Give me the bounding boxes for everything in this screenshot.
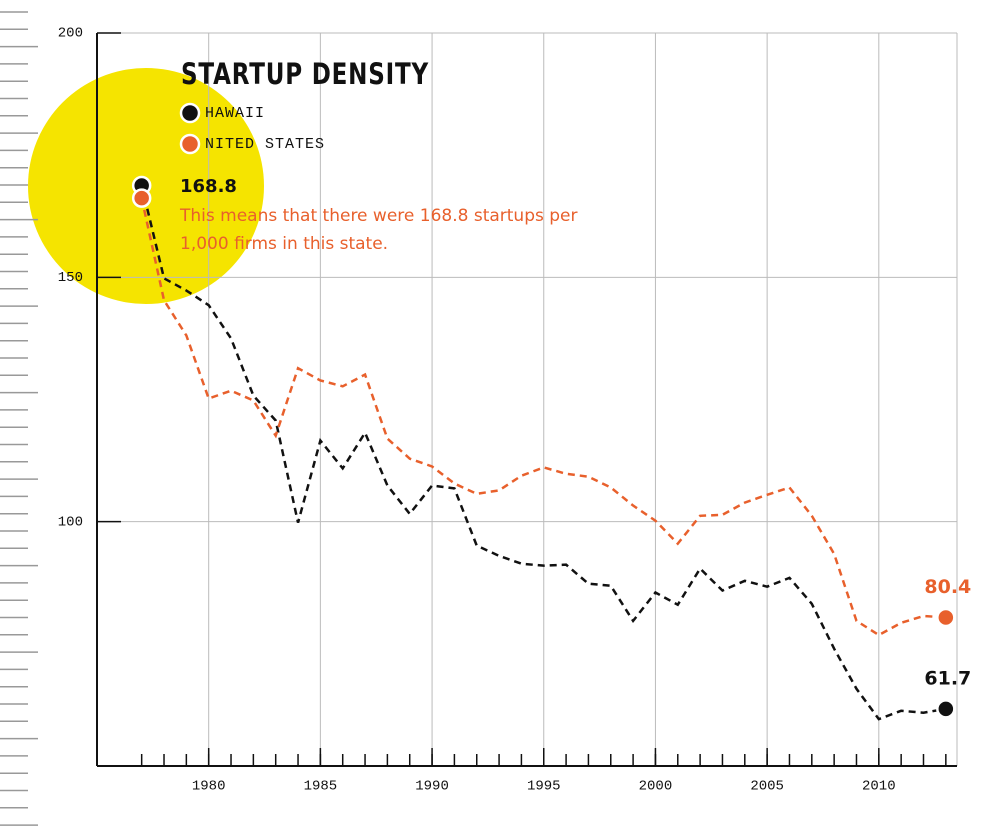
end-point: [936, 699, 956, 719]
annotation: This means that there were 168.8 startup…: [179, 206, 578, 226]
x-tick-label: 1985: [304, 779, 338, 795]
series-line: [140, 197, 946, 637]
legend-label: HAWAII: [205, 105, 265, 122]
x-tick-label: 2000: [639, 779, 673, 795]
end-point: [936, 607, 956, 628]
x-tick-label: 1980: [192, 779, 226, 795]
start-value-label: 168.8: [180, 176, 237, 197]
legend-swatch: [179, 133, 201, 155]
series-line: [140, 185, 947, 721]
end-value-label: 61.7: [924, 667, 971, 689]
x-tick-label: 2005: [750, 779, 784, 795]
x-tick-label: 1990: [415, 779, 449, 795]
end-value-label: 80.4: [924, 576, 971, 598]
end-point: [131, 188, 152, 208]
chart-title: STARTUP DENSITY: [181, 57, 429, 91]
y-tick-label: 200: [58, 26, 83, 42]
x-tick-label: 2010: [862, 779, 896, 795]
y-tick-label: 150: [58, 270, 83, 286]
annotation: 1,000 firms in this state.: [180, 234, 388, 254]
legend-label: NITED STATES: [205, 136, 325, 153]
legend-swatch: [179, 102, 201, 124]
y-tick-label: 100: [58, 514, 83, 530]
x-tick-label: 1995: [527, 779, 561, 795]
